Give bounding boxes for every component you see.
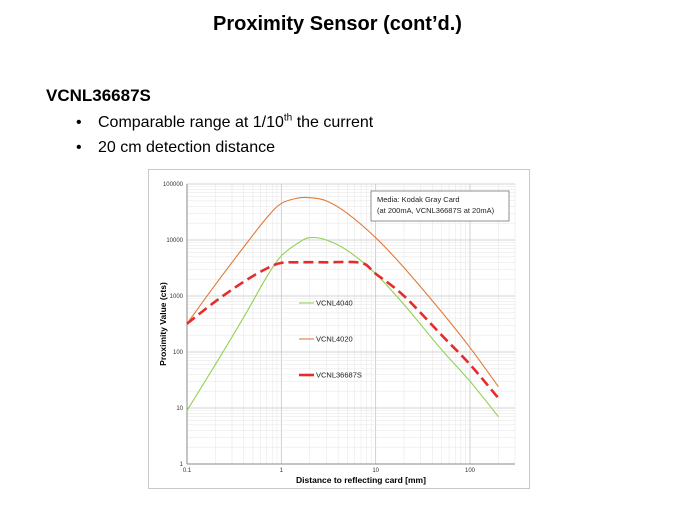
series-line-vcnl4040: [186, 236, 499, 418]
y-tick-label: 1: [180, 462, 184, 468]
bullet-item: • Comparable range at 1/10th the current: [76, 113, 373, 138]
chart-frame: 0.1 1 10 100 1 10 100 1000 10000 100000 Distance t…: [148, 169, 530, 489]
bullet-text: Comparable range at 1/10: [98, 114, 284, 131]
bullet-list: • Comparable range at 1/10th the current…: [76, 113, 373, 163]
y-axis-label: Proximity Value (cts): [158, 282, 168, 366]
y-tick-label: 100: [173, 350, 184, 356]
y-tick-label: 1000: [170, 294, 184, 300]
bullet-dot-icon: •: [76, 139, 82, 156]
annotation-text: Media: Kodak Gray Card: [377, 195, 460, 204]
x-tick-label: 10: [372, 468, 379, 474]
y-tick-label: 10: [176, 406, 183, 412]
slide-title: Proximity Sensor (cont’d.): [213, 13, 462, 35]
bullet-text-tail: the current: [292, 114, 374, 131]
y-tick-label: 100000: [163, 182, 184, 188]
x-tick-label: 0.1: [183, 468, 192, 474]
series-line-vcnl4020: [186, 196, 499, 388]
bullet-dot-icon: •: [76, 114, 82, 131]
legend-label: VCNL4040: [316, 299, 353, 308]
series-line-vcnl36687s: [186, 260, 500, 399]
bullet-text: 20 cm detection distance: [98, 139, 275, 156]
bullet-item: • 20 cm detection distance: [76, 138, 373, 163]
bullet-superscript: th: [283, 112, 293, 124]
legend-label: VCNL4020: [316, 335, 353, 344]
section-heading: VCNL36687S: [46, 86, 151, 105]
x-axis-label: Distance to reflecting card [mm]: [296, 475, 426, 485]
x-tick-label: 100: [465, 468, 476, 474]
x-tick-label: 1: [280, 468, 284, 474]
y-tick-label: 10000: [166, 238, 183, 244]
annotation-text: (at 200mA, VCNL36687S at 20mA): [377, 206, 495, 215]
annotation-box: [370, 190, 510, 222]
legend-label: VCNL36687S: [316, 371, 362, 380]
